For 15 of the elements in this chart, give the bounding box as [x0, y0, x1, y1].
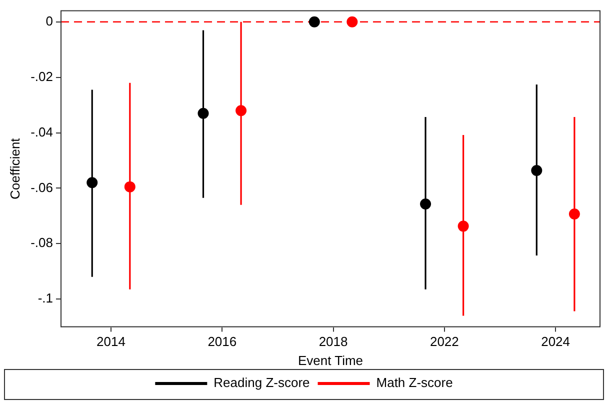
- y-tick-label: -.06: [30, 180, 53, 195]
- y-tick-label: -.04: [30, 124, 53, 140]
- y-tick-label: 0: [46, 13, 53, 28]
- x-tick-label: 2022: [430, 334, 459, 350]
- x-tick-label: 2016: [208, 334, 237, 350]
- x-tick-label: 2018: [318, 334, 348, 350]
- y-axis-title: Coefficient: [7, 138, 22, 200]
- y-tick-label: -.02: [30, 68, 53, 84]
- legend-label: Reading Z-score: [214, 375, 310, 390]
- x-tick-label: 2024: [541, 334, 570, 350]
- legend-label: Math Z-score: [376, 375, 453, 390]
- x-axis-title: Event Time: [298, 352, 364, 368]
- y-tick-label: -.08: [30, 235, 53, 250]
- x-tick-label: 2014: [96, 334, 126, 350]
- y-tick-label: -.1: [38, 290, 53, 306]
